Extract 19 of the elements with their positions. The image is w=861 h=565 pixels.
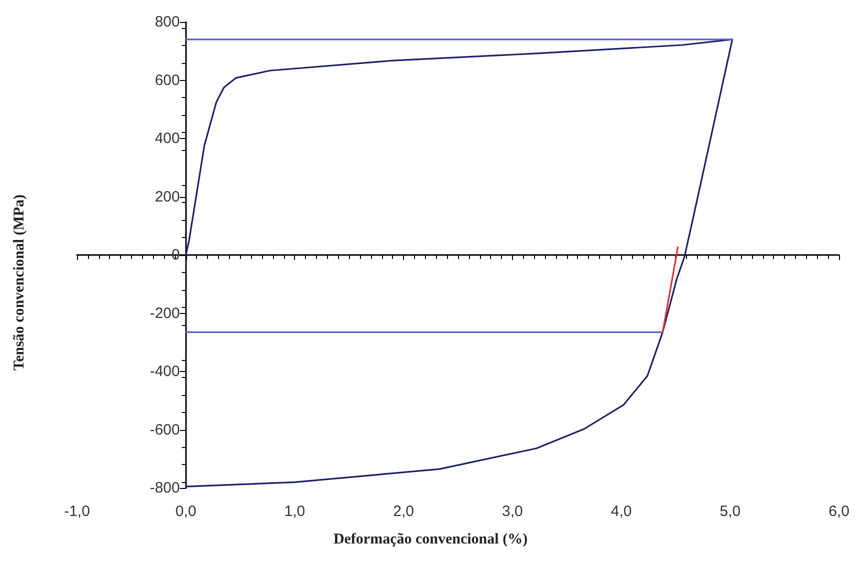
y-tick-label: -200	[150, 304, 180, 322]
x-tick-label: -1,0	[64, 503, 90, 520]
x-tick-label: 4,0	[610, 503, 632, 520]
x-tick-label: 5,0	[720, 503, 741, 520]
y-tick-label: -600	[150, 421, 180, 438]
y-tick-label: 200	[154, 188, 180, 206]
x-tick-label: 6,0	[828, 503, 850, 520]
y-tick-label: 400	[154, 130, 180, 147]
x-tick-label: 3,0	[502, 503, 523, 520]
x-tick-label: 1,0	[284, 503, 306, 520]
x-axis-title: Deformação convencional (%)	[333, 532, 528, 548]
y-tick-label: 800	[154, 14, 180, 30]
y-tick-label: -400	[150, 363, 180, 380]
x-tick-label: 2,0	[393, 503, 414, 520]
y-tick-label: -800	[150, 480, 180, 496]
x-tick-label: 0,0	[175, 503, 196, 520]
y-axis-title: Tensão convencional (MPa)	[12, 194, 28, 371]
line-series	[185, 38, 734, 488]
y-tick-label: 600	[154, 72, 180, 89]
